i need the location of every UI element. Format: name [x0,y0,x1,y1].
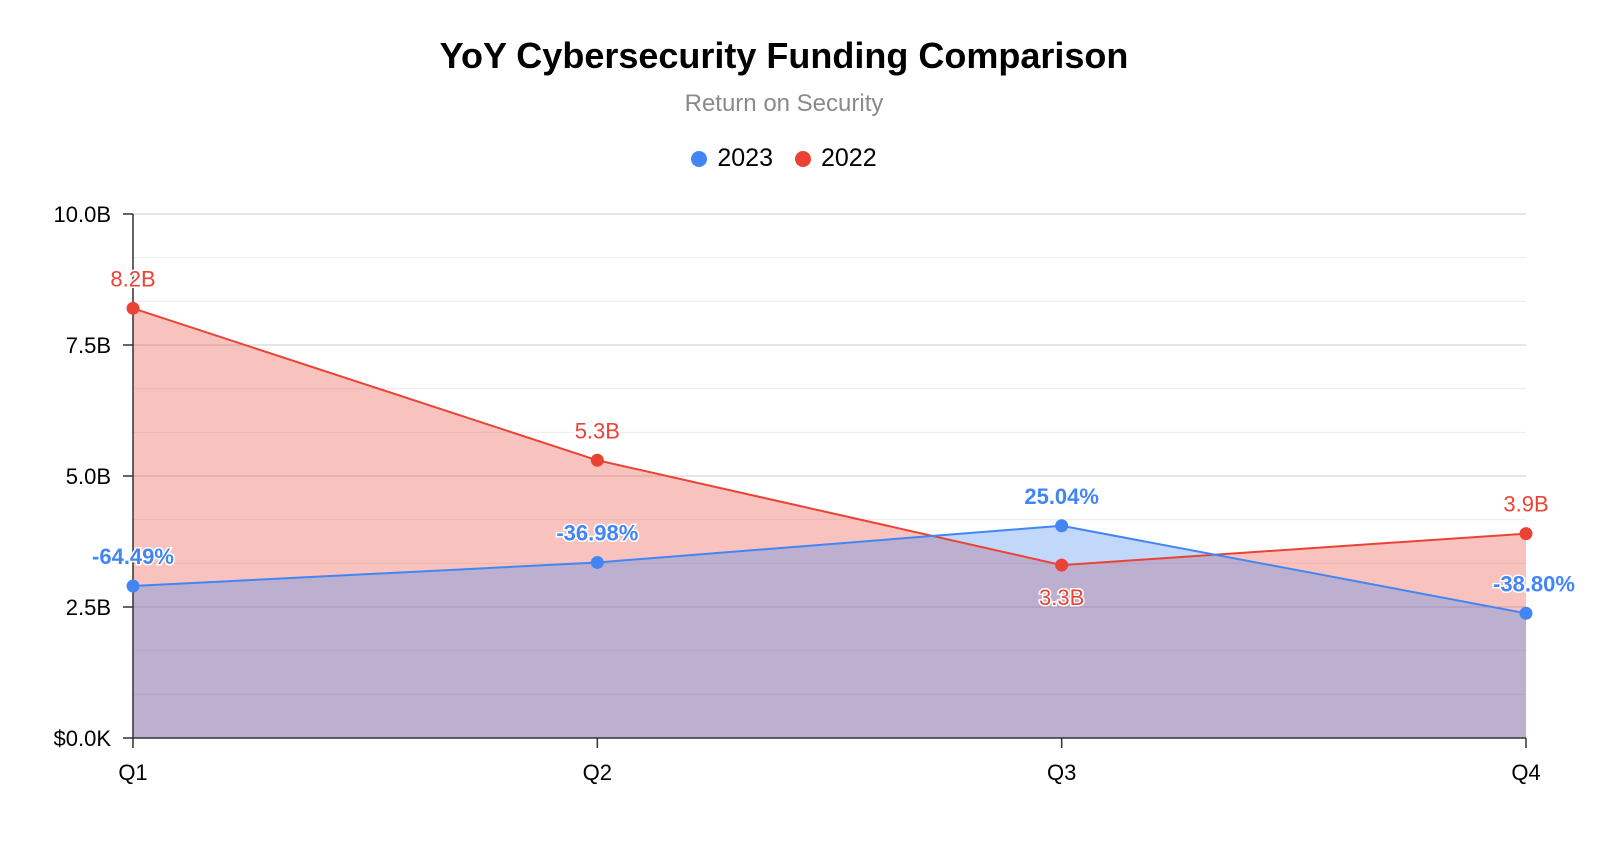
y-tick-label: 2.5B [66,595,111,620]
point-2022-Q2 [590,453,604,467]
x-tick-label: Q4 [1511,760,1540,785]
x-tick-label: Q2 [583,760,612,785]
area-2022 [133,308,1526,738]
chart-subtitle: Return on Security [684,90,884,117]
point-2023-Q2 [590,555,604,569]
x-tick-label: Q3 [1047,760,1076,785]
point-2022-Q3 [1055,558,1069,572]
y-tick-label: 5.0B [66,464,111,489]
data-label-2022-Q3: 3.3B [1039,585,1084,610]
point-2023-Q4 [1519,606,1533,620]
data-label-2023-Q2: -36.98% [556,520,638,545]
data-label-2022-Q4: 3.9B [1503,492,1548,517]
legend-item-2023[interactable]: 2023 [691,144,773,173]
y-tick-label: 7.5B [66,333,111,358]
line-2023 [132,524,1527,615]
legend-marker-2023 [691,150,708,167]
data-label-2022-Q2: 5.3B [575,418,620,443]
x-tick-label: Q1 [118,760,147,785]
gridlines [133,213,1526,739]
y-tick-label: 10.0B [54,202,112,227]
data-label-2023-Q3: 25.04% [1024,484,1099,509]
legend-label-2023: 2023 [717,144,773,172]
axes: $0.0K 2.5B 5.0B 7.5B 10.0B Q1 Q2 Q3 Q4 [54,202,1541,785]
data-label-2023-Q4: -38.80% [1493,571,1575,596]
chart-title: YoY Cybersecurity Funding Comparison [439,35,1129,76]
legend-label-2022: 2022 [821,144,877,172]
series-lines [132,307,1527,615]
data-label-2023-Q1: -64.49% [92,544,174,569]
point-2023-Q3 [1055,519,1069,533]
data-labels: -64.49% -36.98% 25.04% -38.80% 8.2B 5.3B 3.3B 3… [91,265,1577,612]
data-label-2022-Q1: 8.2B [110,266,155,291]
legend: 2023 2022 [0,144,1568,173]
series-areas [133,308,1526,738]
line-2022 [132,307,1527,567]
area-2023 [133,525,1526,738]
y-tick-label: $0.0K [54,726,112,751]
point-2022-Q1 [126,301,140,315]
legend-item-2022[interactable]: 2022 [795,144,877,173]
point-2023-Q1 [126,579,140,593]
series-points [126,301,1533,620]
point-2022-Q4 [1519,527,1533,541]
legend-marker-2022 [795,150,811,167]
